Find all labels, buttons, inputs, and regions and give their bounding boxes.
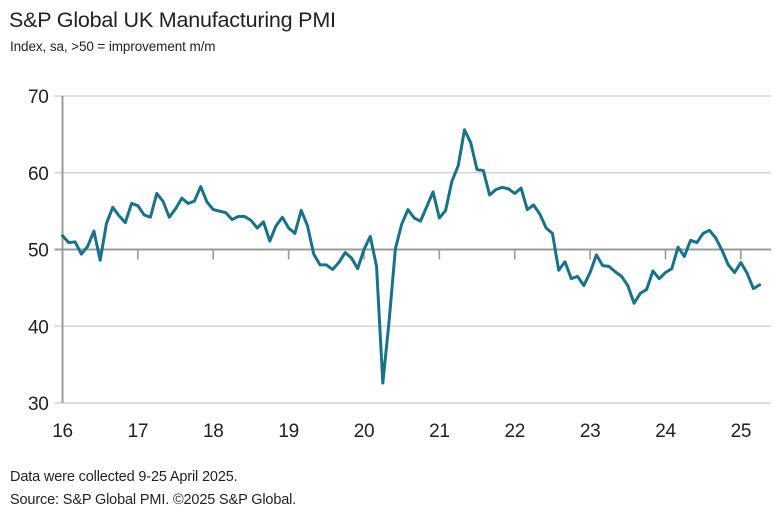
x-axis-tick-label: 19 <box>278 421 299 442</box>
y-axis-tick-label: 60 <box>28 164 49 185</box>
pmi-series-line <box>61 128 762 385</box>
chart-subtitle: Index, sa, >50 = improvement m/m <box>10 39 216 54</box>
page-title: S&P Global UK Manufacturing PMI <box>9 8 336 32</box>
x-axis-tick-label: 17 <box>128 421 149 442</box>
x-axis-tick-label: 20 <box>354 421 375 442</box>
plot-area: 30 40 50 60 70 16 17 18 19 20 21 22 23 24 25 <box>28 87 771 442</box>
x-axis-tick-label: 24 <box>655 421 676 442</box>
line-chart-svg: 30 40 50 60 70 16 17 18 19 20 21 22 23 24 25 <box>28 87 771 442</box>
x-axis-tick-label: 21 <box>429 421 450 442</box>
x-axis-tick-label: 16 <box>52 421 73 442</box>
y-axis-tick-label: 40 <box>28 317 49 338</box>
source-note: Source: S&P Global PMI. ©2025 S&P Global… <box>10 492 297 508</box>
y-axis-tick-label: 50 <box>28 241 49 262</box>
x-axis-tick-label: 22 <box>504 421 525 442</box>
data-collection-note: Data were collected 9-25 April 2025. <box>10 469 238 485</box>
chart-footnotes: Data were collected 9-25 April 2025. Sou… <box>10 466 296 512</box>
x-axis-tick-label: 25 <box>731 421 752 442</box>
y-axis-tick-label: 30 <box>28 394 49 415</box>
y-axis-tick-label: 70 <box>28 87 49 108</box>
x-axis-tick-label: 23 <box>580 421 601 442</box>
x-axis-tick-label: 18 <box>203 421 224 442</box>
